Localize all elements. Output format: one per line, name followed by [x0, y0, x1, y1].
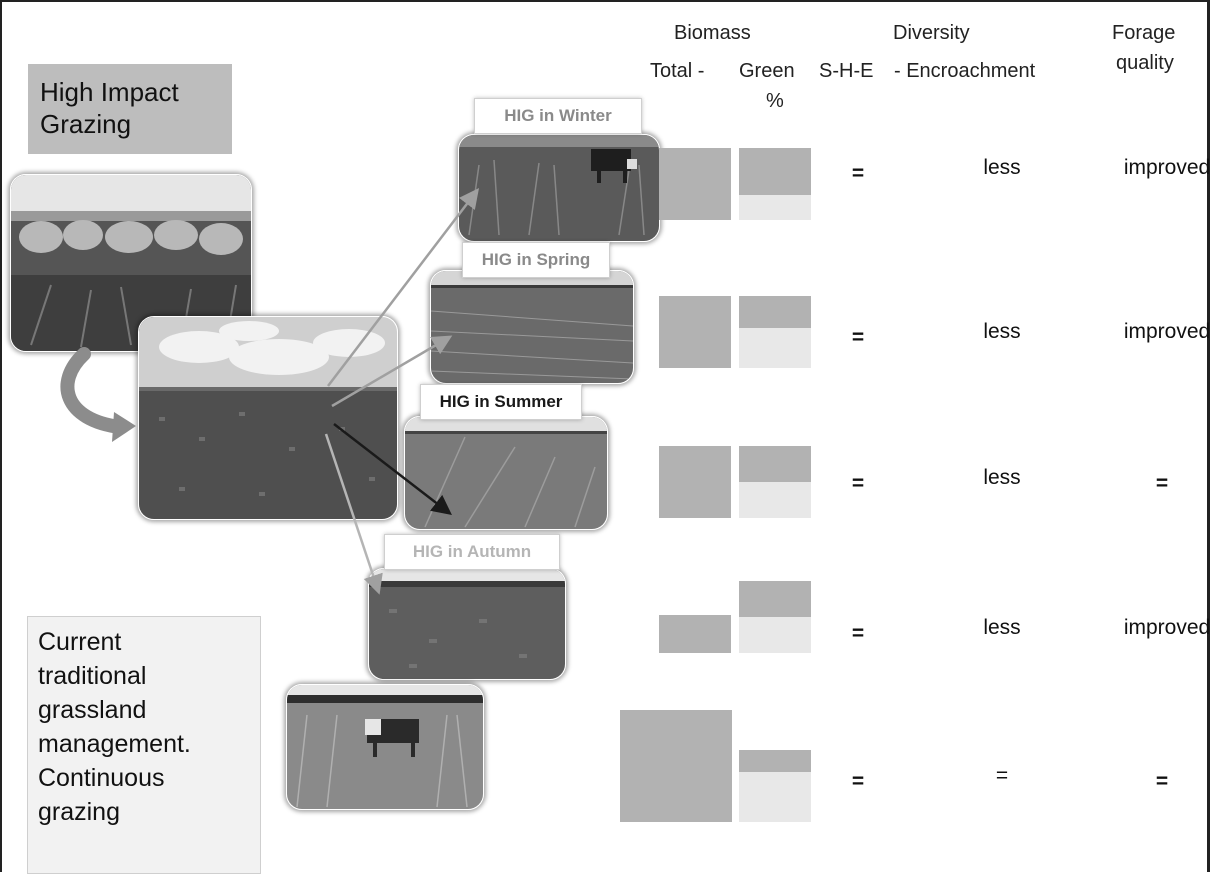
she-cell: = — [851, 326, 865, 349]
hig-title-text: High Impact Grazing — [40, 77, 179, 139]
green-percent-bar — [739, 296, 811, 368]
label-winter: HIG in Winter — [474, 98, 642, 134]
current-line: management. — [38, 730, 191, 758]
green-percent-bar — [739, 581, 811, 653]
winter-pasture-photo — [458, 134, 660, 242]
curved-arrow-icon — [60, 347, 127, 434]
encroachment-cell: less — [983, 156, 1021, 179]
green-percent-bar — [739, 750, 811, 822]
label-summer: HIG in Summer — [420, 384, 582, 420]
forage-quality-cell: = — [1155, 472, 1169, 495]
she-cell: = — [851, 770, 865, 793]
header-encroachment: - Encroachment — [894, 60, 1036, 82]
current-line: Continuous — [38, 764, 165, 792]
green-percent-bar — [739, 148, 811, 220]
header-diversity: Diversity — [893, 22, 970, 44]
total-biomass-bar — [620, 710, 732, 822]
non-green-fraction — [739, 328, 811, 368]
forage-quality-cell: = — [1155, 770, 1169, 793]
current-line: grazing — [38, 798, 120, 826]
forage-quality-cell: improved — [1123, 616, 1210, 639]
encroachment-cell: less — [983, 320, 1021, 343]
non-green-fraction — [739, 772, 811, 822]
non-green-fraction — [739, 617, 811, 653]
arrow-to-autumn — [324, 433, 383, 595]
label-autumn: HIG in Autumn — [384, 534, 560, 570]
total-biomass-bar — [659, 148, 731, 220]
current-line: traditional — [38, 662, 147, 690]
current-line: grassland — [38, 696, 147, 724]
total-biomass-bar — [659, 446, 731, 518]
forage-quality-cell: improved — [1123, 320, 1210, 343]
header-biomass: Biomass — [674, 22, 751, 44]
label-spring: HIG in Spring — [462, 242, 610, 278]
forage-quality-cell: improved — [1123, 156, 1210, 179]
green-fraction — [739, 581, 811, 617]
total-biomass-bar — [659, 615, 731, 653]
total-biomass-bar — [659, 296, 731, 368]
current-management-box: Current traditional grassland management… — [27, 616, 261, 874]
grazed-field-photo — [138, 316, 398, 520]
she-cell: = — [851, 622, 865, 645]
green-fraction — [739, 446, 811, 482]
encroachment-cell: = — [995, 764, 1009, 787]
non-green-fraction — [739, 195, 811, 220]
green-fraction — [739, 148, 811, 195]
header-quality: quality — [1116, 52, 1174, 74]
header-green: Green — [739, 60, 795, 82]
arrow-to-spring — [331, 335, 453, 408]
green-percent-bar — [739, 446, 811, 518]
header-total: Total - — [650, 60, 705, 82]
arrow-to-summer — [333, 423, 452, 516]
non-green-fraction — [739, 482, 811, 518]
encroachment-cell: less — [983, 616, 1021, 639]
hig-title-box: High Impact Grazing — [28, 64, 232, 154]
green-fraction — [739, 296, 811, 328]
arrow-to-winter — [327, 188, 480, 387]
header-she: S-H-E — [819, 60, 874, 82]
she-cell: = — [851, 162, 865, 185]
current-line: Current — [38, 628, 122, 656]
encroachment-cell: less — [983, 466, 1021, 489]
autumn-pasture-photo — [368, 568, 566, 680]
spring-pasture-photo — [430, 270, 634, 384]
header-forage: Forage — [1112, 22, 1176, 44]
header-percent: % — [766, 90, 784, 112]
green-fraction — [739, 750, 811, 772]
she-cell: = — [851, 472, 865, 495]
continuous-grazing-photo — [286, 684, 484, 810]
